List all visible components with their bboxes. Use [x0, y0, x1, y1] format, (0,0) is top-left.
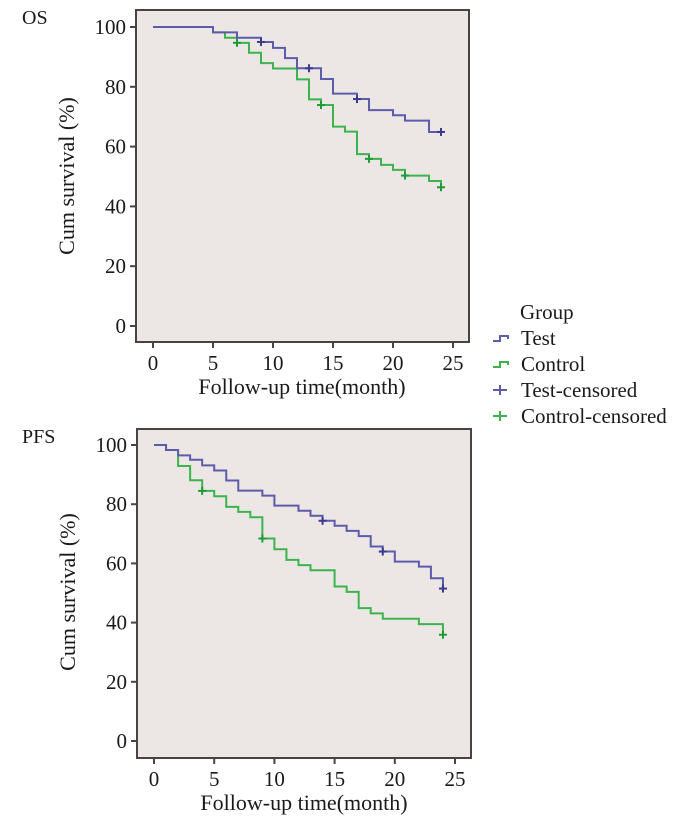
legend-censor-swatch-icon [493, 385, 507, 395]
os-panel-title: OS [22, 7, 48, 29]
pfs-y-tick-label: 40 [106, 611, 127, 635]
os-x-tick-label: 15 [323, 351, 344, 375]
pfs-y-tick-label: 60 [106, 551, 127, 575]
pfs-x-tick-label: 25 [445, 767, 466, 791]
pfs-y-tick-label: 20 [106, 670, 127, 694]
os-x-tick-label: 5 [208, 351, 219, 375]
legend-label: Control-censored [521, 404, 667, 428]
pfs-series [154, 444, 447, 639]
legend-censor-swatch-icon [493, 411, 507, 421]
os-y-tick-label: 20 [105, 254, 126, 278]
legend-item-test-censored: Test-censored [493, 378, 638, 402]
pfs-test-censor-mark [438, 584, 447, 593]
os-test-censor-mark [257, 37, 265, 46]
os-control-censor-mark [437, 183, 445, 192]
legend-label: Test-censored [521, 378, 638, 402]
os-x-axis-title: Follow-up time(month) [198, 374, 405, 399]
legend-item-test: Test [493, 326, 556, 350]
legend-title: Group [520, 300, 574, 324]
os-test-censor-mark [305, 64, 313, 73]
os-test-censor-mark [437, 127, 445, 136]
pfs-y-axis: 0 20 40 60 80 100 [96, 433, 137, 753]
pfs-panel: PFS 0 20 40 60 80 100 0 5 10 15 20 25 Cum survival… [22, 426, 472, 815]
legend-label: Test [521, 326, 556, 350]
pfs-test-censor-mark [318, 516, 327, 525]
pfs-control-survival-curve [154, 444, 444, 635]
pfs-plot-area [136, 428, 472, 759]
legend-item-control-censored: Control-censored [493, 404, 667, 428]
os-series [153, 26, 445, 192]
pfs-y-tick-label: 100 [96, 433, 128, 457]
os-control-censor-mark [365, 154, 373, 163]
legend: Group TestControlTest-censoredControl-ce… [493, 300, 667, 428]
os-y-tick-label: 100 [95, 15, 127, 39]
pfs-y-tick-label: 80 [106, 492, 127, 516]
pfs-control-censor-mark [258, 534, 267, 543]
pfs-panel-title: PFS [22, 426, 55, 448]
pfs-x-tick-label: 15 [324, 767, 345, 791]
os-x-tick-label: 20 [383, 351, 404, 375]
os-panel: OS 0 20 40 60 80 100 0 5 10 15 20 25 Cum survival … [22, 7, 470, 399]
pfs-test-survival-curve [154, 444, 444, 589]
os-test-survival-curve [153, 26, 441, 133]
pfs-x-tick-label: 5 [209, 767, 220, 791]
pfs-x-tick-label: 10 [264, 767, 285, 791]
os-control-censor-mark [401, 171, 409, 180]
pfs-y-axis-title: Cum survival (%) [55, 513, 80, 671]
os-control-censor-mark [233, 38, 241, 47]
pfs-control-censor-mark [198, 486, 207, 495]
os-control-censor-mark [317, 101, 325, 110]
pfs-x-tick-label: 0 [149, 767, 160, 791]
os-y-axis-title: Cum survival (%) [54, 97, 79, 255]
os-test-censor-mark [353, 95, 361, 104]
legend-line-swatch-icon [493, 335, 509, 342]
os-y-tick-label: 40 [105, 194, 126, 218]
pfs-test-censor-mark [378, 547, 387, 556]
pfs-x-axis: 0 5 10 15 20 25 [149, 758, 466, 791]
pfs-x-tick-label: 20 [384, 767, 405, 791]
os-y-tick-label: 60 [105, 135, 126, 159]
legend-item-control: Control [493, 352, 585, 376]
pfs-x-axis-title: Follow-up time(month) [200, 790, 407, 815]
pfs-control-censor-mark [438, 630, 447, 639]
legend-line-swatch-icon [493, 361, 509, 368]
os-y-tick-label: 0 [116, 314, 127, 338]
os-x-tick-label: 10 [263, 351, 284, 375]
os-y-axis: 0 20 40 60 80 100 [95, 15, 136, 338]
os-y-tick-label: 80 [105, 75, 126, 99]
os-x-tick-label: 0 [148, 351, 159, 375]
os-x-axis: 0 5 10 15 20 25 [148, 342, 464, 375]
legend-label: Control [521, 352, 585, 376]
pfs-y-tick-label: 0 [117, 729, 128, 753]
os-x-tick-label: 25 [443, 351, 464, 375]
